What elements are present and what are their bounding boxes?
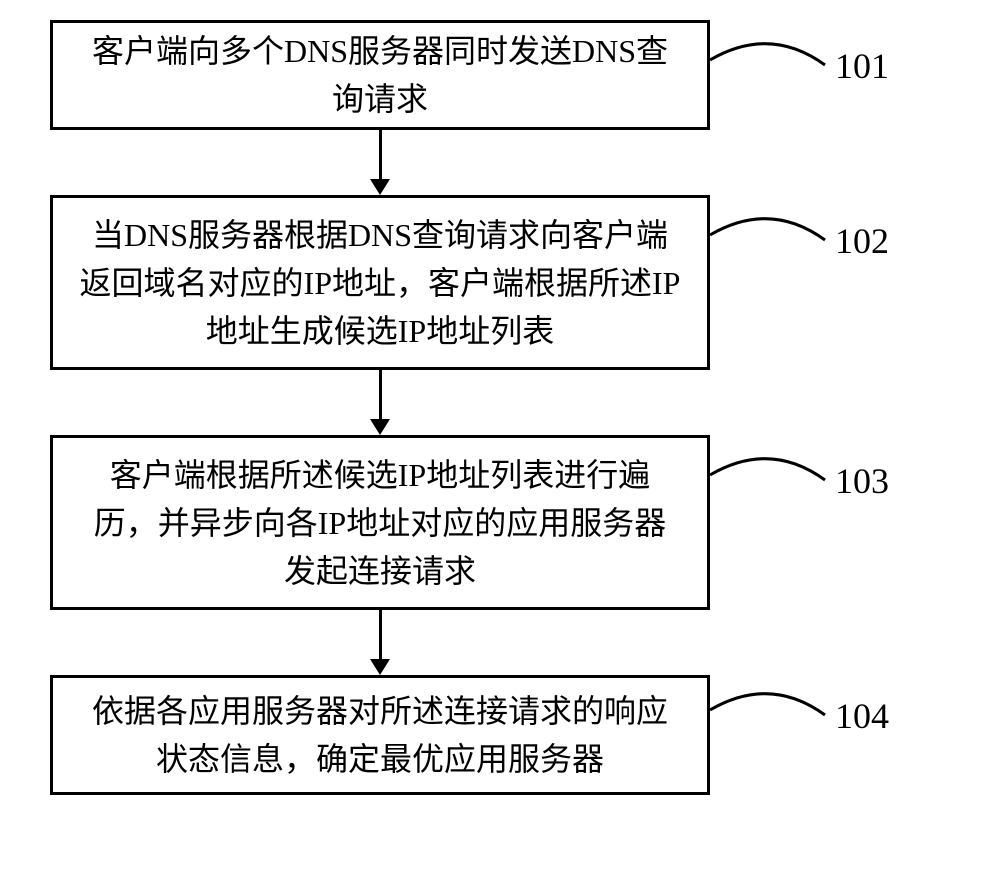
step-label-4: 104 xyxy=(835,695,889,737)
flow-step-1: 客户端向多个DNS服务器同时发送DNS查询请求 xyxy=(50,20,710,130)
flow-step-3-text: 客户端根据所述候选IP地址列表进行遍历，并异步向各IP地址对应的应用服务器发起连… xyxy=(78,451,682,595)
connector-curve-2 xyxy=(710,210,830,260)
step-label-1: 101 xyxy=(835,45,889,87)
flow-step-4-text: 依据各应用服务器对所述连接请求的响应状态信息，确定最优应用服务器 xyxy=(78,687,682,783)
flow-step-2-text: 当DNS服务器根据DNS查询请求向客户端返回域名对应的IP地址，客户端根据所述I… xyxy=(78,211,682,355)
connector-3-4 xyxy=(379,610,382,659)
arrow-3-4 xyxy=(370,659,390,675)
step-label-3: 103 xyxy=(835,460,889,502)
arrow-2-3 xyxy=(370,419,390,435)
flow-step-3: 客户端根据所述候选IP地址列表进行遍历，并异步向各IP地址对应的应用服务器发起连… xyxy=(50,435,710,610)
arrow-1-2 xyxy=(370,179,390,195)
connector-2-3 xyxy=(379,370,382,419)
flow-step-1-text: 客户端向多个DNS服务器同时发送DNS查询请求 xyxy=(78,27,682,123)
step-label-2: 102 xyxy=(835,220,889,262)
connector-curve-3 xyxy=(710,450,830,500)
flow-step-2: 当DNS服务器根据DNS查询请求向客户端返回域名对应的IP地址，客户端根据所述I… xyxy=(50,195,710,370)
flow-step-4: 依据各应用服务器对所述连接请求的响应状态信息，确定最优应用服务器 xyxy=(50,675,710,795)
connector-curve-1 xyxy=(710,35,830,85)
connector-1-2 xyxy=(379,130,382,179)
connector-curve-4 xyxy=(710,685,830,735)
